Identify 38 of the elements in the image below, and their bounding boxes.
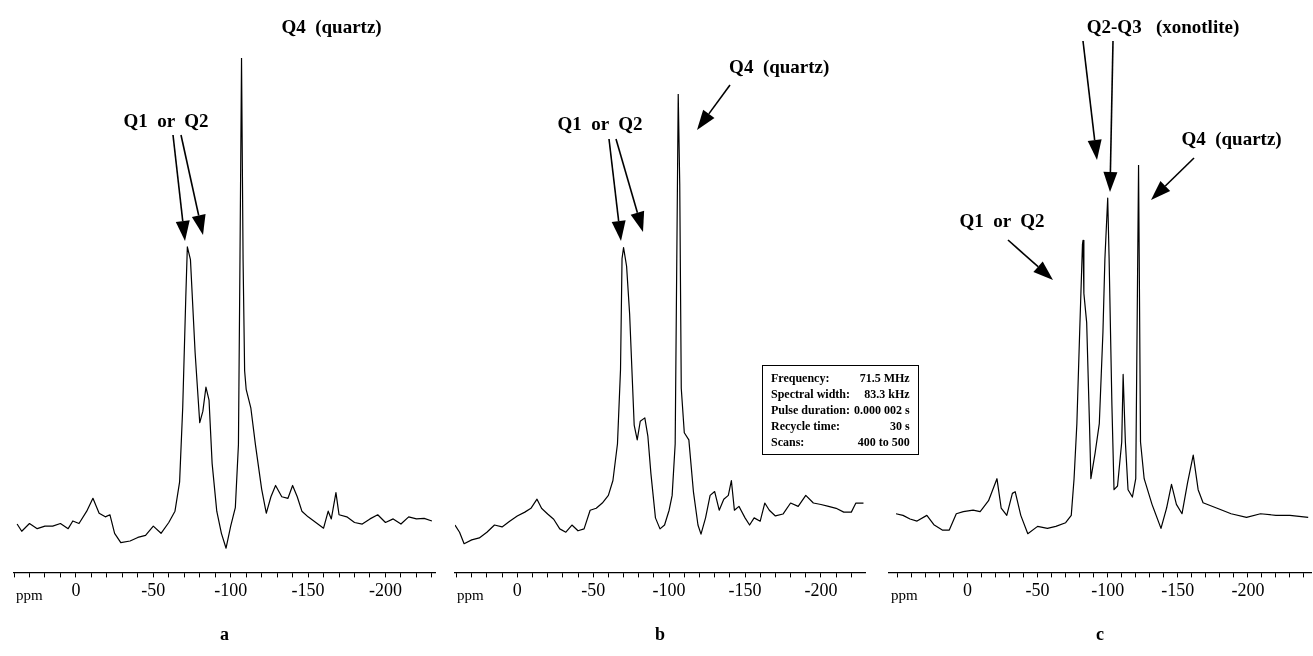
x-tick-label: -50	[141, 579, 166, 600]
x-tick-label: -150	[291, 579, 325, 600]
annotation: Q1 or Q2	[557, 112, 643, 134]
x-tick-label: -100	[652, 579, 686, 600]
annotation: 400 to 500	[856, 434, 911, 450]
x-tick-label: -200	[804, 579, 838, 600]
annotation: Q4 (quartz)	[281, 15, 382, 38]
x-axis-title: ppm	[891, 587, 918, 604]
text: c	[1096, 623, 1104, 644]
x-tick-label: -100	[1091, 579, 1125, 600]
x-tick-label: -200	[1231, 579, 1265, 600]
text: Q2-Q3 (xonotlite)	[1086, 15, 1240, 38]
text: b	[654, 623, 666, 644]
annotation: 0.000 002 s	[853, 402, 911, 418]
x-tick-label: -100	[214, 579, 248, 600]
x-tick-label: 0	[963, 579, 973, 600]
annotation: Pulse duration:	[770, 402, 851, 418]
annotation: 71.5 MHz	[858, 370, 911, 386]
x-axis-title: ppm	[457, 587, 484, 604]
x-tick-label: -50	[581, 579, 606, 600]
annotation: Q1 or Q2	[959, 210, 1045, 232]
annotation: Scans:	[770, 434, 806, 450]
x-tick-label: -150	[728, 579, 762, 600]
annotation: Q4 (quartz)	[729, 55, 830, 78]
annotation: 83.3 kHz	[863, 386, 911, 402]
x-tick-label: 0	[512, 579, 522, 600]
annotation: Q4 (quartz)	[1181, 127, 1282, 150]
x-tick-label: 0	[71, 579, 81, 600]
text: a	[220, 623, 229, 644]
x-tick-label: -200	[368, 579, 402, 600]
annotation: 30 s	[889, 418, 911, 434]
x-tick-label: -150	[1161, 579, 1195, 600]
annotation: Q1 or Q2	[123, 109, 209, 131]
annotation: Recycle time:	[770, 418, 841, 434]
annotation: Spectral width:	[770, 386, 851, 402]
x-axis-title: ppm	[16, 587, 43, 604]
x-tick-label: -50	[1025, 579, 1050, 600]
annotation: Frequency:	[770, 370, 831, 386]
